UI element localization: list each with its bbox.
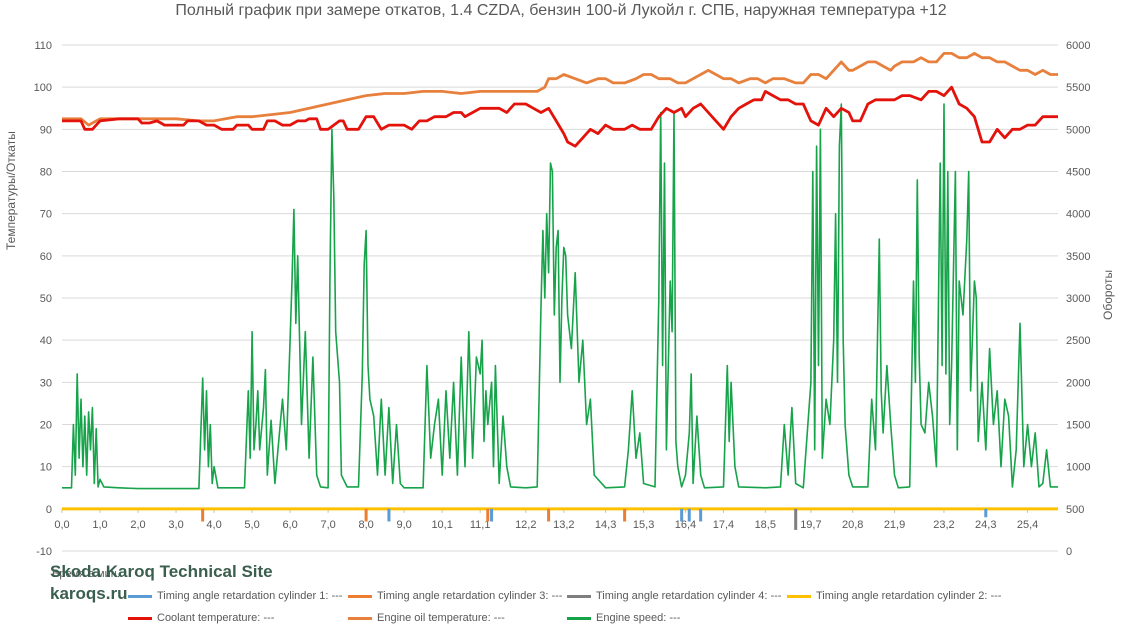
y-right-tick-label: 5500 — [1066, 82, 1090, 94]
y-left-tick-label: 70 — [40, 209, 52, 221]
legend-swatch-cyl3 — [348, 594, 372, 598]
y-right-tick-label: 3000 — [1066, 293, 1090, 305]
x-tick-label: 4,0 — [206, 519, 221, 531]
y-right-tick-label: 4500 — [1066, 167, 1090, 179]
x-tick-label: 14,3 — [595, 519, 616, 531]
legend-item-speed: Engine speed: --- — [567, 612, 680, 624]
watermark-title: Skoda Karoq Technical Site — [50, 562, 273, 581]
y-left-tick-label: 50 — [40, 293, 52, 305]
y-right-tick-label: 500 — [1066, 504, 1084, 516]
y-left-tick-label: -10 — [36, 546, 52, 558]
x-tick-label: 18,5 — [755, 519, 776, 531]
x-tick-label: 21,9 — [884, 519, 905, 531]
y-left-tick-label: 0 — [46, 504, 52, 516]
y-left-tick-label: 60 — [40, 251, 52, 263]
y-left-tick-label: 20 — [40, 420, 52, 432]
x-tick-label: 25,4 — [1017, 519, 1038, 531]
x-tick-label: 16,4 — [675, 519, 696, 531]
legend-item-cyl3: Timing angle retardation cylinder 3: --- — [348, 590, 562, 602]
legend-item-oil: Engine oil temperature: --- — [348, 612, 505, 624]
watermark-url: karoqs.ru — [50, 584, 128, 603]
y-right-tick-label: 0 — [1066, 546, 1072, 558]
x-tick-label: 2,0 — [130, 519, 145, 531]
legend-item-cyl4: Timing angle retardation cylinder 4: --- — [567, 590, 781, 602]
y-left-tick-label: 40 — [40, 335, 52, 347]
x-tick-label: 10,1 — [431, 519, 452, 531]
x-tick-label: 17,4 — [713, 519, 734, 531]
legend-label-cyl1: Timing angle retardation cylinder 1: --- — [157, 590, 343, 602]
y-left-tick-label: 110 — [34, 40, 52, 52]
legend-label-oil: Engine oil temperature: --- — [377, 612, 505, 624]
x-tick-label: 24,3 — [975, 519, 996, 531]
legend-label-coolant: Coolant temperature: --- — [157, 612, 275, 624]
x-tick-label: 9,0 — [396, 519, 411, 531]
x-tick-label: 11,1 — [470, 519, 491, 531]
x-tick-label: 13,2 — [553, 519, 574, 531]
x-tick-label: 15,3 — [633, 519, 654, 531]
series-line-2 — [62, 103, 1058, 490]
x-tick-label: 23,2 — [933, 519, 954, 531]
x-tick-label: 1,0 — [92, 519, 107, 531]
legend-item-cyl2: Timing angle retardation cylinder 2: --- — [787, 590, 1001, 602]
legend-swatch-oil — [348, 616, 372, 620]
legend-item-coolant: Coolant temperature: --- — [128, 612, 274, 624]
x-tick-label: 20,8 — [842, 519, 863, 531]
watermark: Skoda Karoq Technical Site karoqs.ru — [50, 561, 273, 605]
y-left-tick-label: 100 — [34, 82, 52, 94]
series-line-0 — [62, 85, 1058, 148]
legend-label-cyl4: Timing angle retardation cylinder 4: --- — [596, 590, 782, 602]
legend-label-cyl2: Timing angle retardation cylinder 2: --- — [816, 590, 1002, 602]
y-right-tick-label: 6000 — [1066, 40, 1090, 52]
y-left-tick-label: 80 — [40, 167, 52, 179]
y-right-tick-label: 2500 — [1066, 335, 1090, 347]
y-right-tick-label: 4000 — [1066, 209, 1090, 221]
series-line-1 — [62, 52, 1058, 127]
y-right-tick-label: 5000 — [1066, 124, 1090, 136]
x-tick-label: 7,0 — [320, 519, 335, 531]
x-tick-label: 0,0 — [54, 519, 69, 531]
legend-label-speed: Engine speed: --- — [596, 612, 681, 624]
legend-swatch-cyl1 — [128, 594, 152, 598]
y-left-tick-label: 10 — [40, 462, 52, 474]
x-tick-label: 8,0 — [358, 519, 373, 531]
legend-swatch-cyl4 — [567, 594, 591, 598]
legend-swatch-cyl2 — [787, 594, 811, 598]
x-tick-label: 12,2 — [515, 519, 536, 531]
x-tick-label: 3,0 — [168, 519, 183, 531]
y-right-tick-label: 2000 — [1066, 377, 1090, 389]
legend-item-cyl1: Timing angle retardation cylinder 1: --- — [128, 590, 342, 602]
legend-label-cyl3: Timing angle retardation cylinder 3: --- — [377, 590, 563, 602]
chart-title: Полный график при замере откатов, 1.4 CZ… — [175, 2, 947, 19]
legend-swatch-speed — [567, 616, 591, 620]
x-axis-label: Время в мин. — [52, 568, 120, 580]
x-tick-label: 5,0 — [244, 519, 259, 531]
y-right-tick-label: 1500 — [1066, 420, 1090, 432]
y-left-tick-label: 90 — [40, 124, 52, 136]
x-tick-label: 19,7 — [800, 519, 821, 531]
legend-swatch-coolant — [128, 616, 152, 620]
y-left-tick-label: 30 — [40, 377, 52, 389]
y-right-tick-label: 1000 — [1066, 462, 1090, 474]
x-tick-label: 6,0 — [282, 519, 297, 531]
y-right-tick-label: 3500 — [1066, 251, 1090, 263]
